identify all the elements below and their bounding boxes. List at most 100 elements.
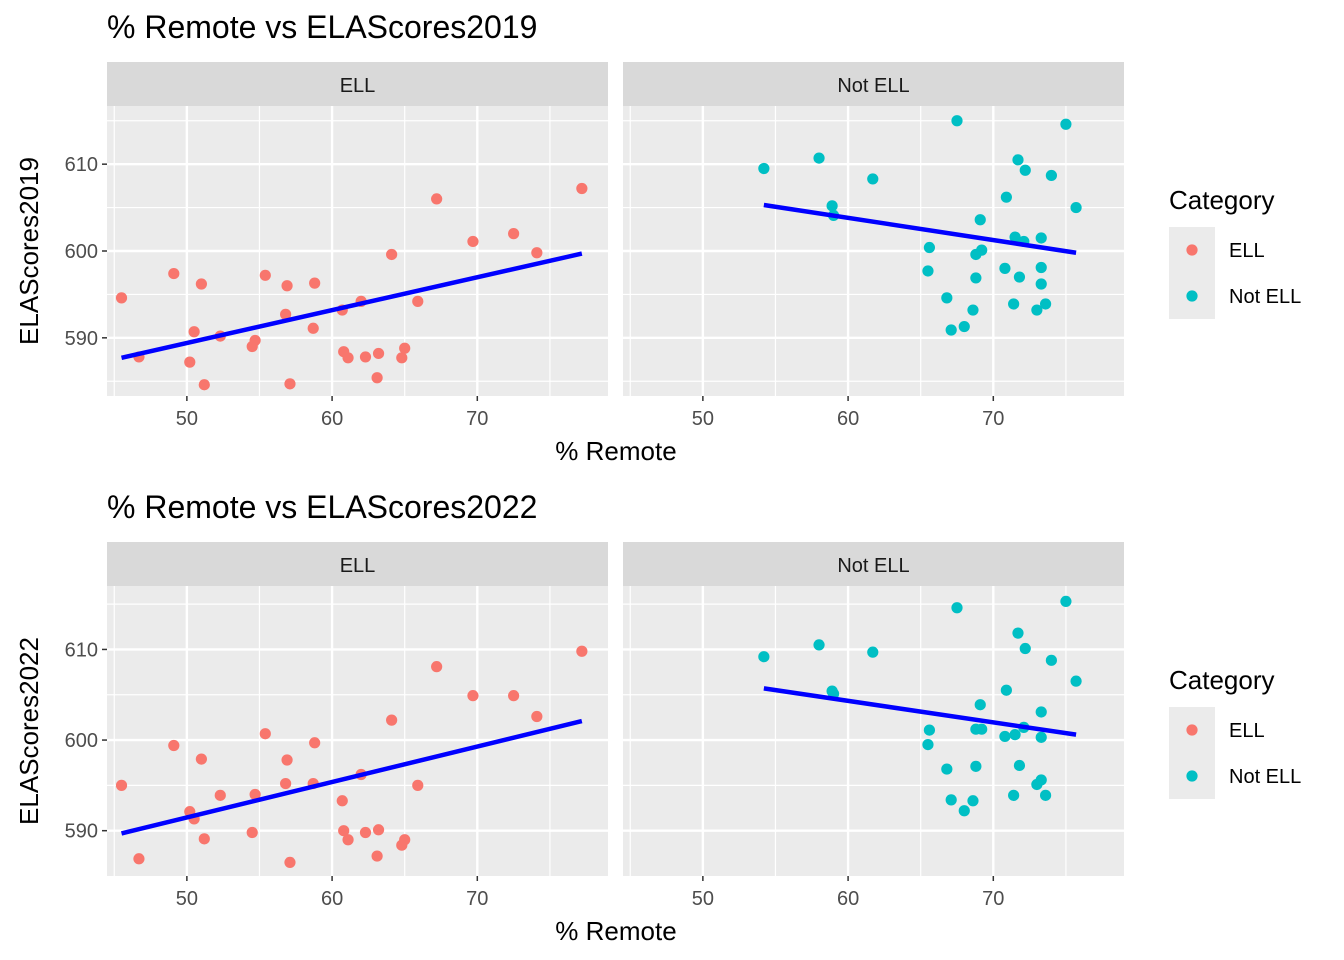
data-point [1035, 731, 1047, 743]
data-point [309, 737, 321, 749]
data-point [758, 651, 770, 663]
data-point [399, 834, 411, 846]
data-point [967, 795, 979, 807]
data-point [281, 754, 293, 766]
chart-1: % Remote vs ELAScores2019 ELAScores2019 % … [14, 9, 1124, 466]
data-point [826, 200, 838, 212]
data-point [958, 320, 970, 333]
legend-key-swatch [1186, 724, 1198, 736]
data-point [999, 262, 1011, 274]
data-point [1031, 304, 1043, 316]
data-point [284, 378, 296, 390]
facet-strip-label: Not ELL [837, 75, 909, 97]
data-point [1035, 278, 1047, 290]
x-axis-label: % Remote [555, 436, 676, 466]
data-point [1039, 298, 1052, 310]
data-point [133, 853, 145, 865]
legend-key-swatch [1186, 770, 1198, 782]
x-tick-label: 50 [176, 888, 198, 910]
data-point [198, 379, 210, 391]
data-point [412, 295, 424, 307]
x-tick-label: 60 [321, 888, 343, 910]
data-point [342, 352, 354, 364]
data-point [1013, 271, 1026, 283]
regression-line [763, 686, 1077, 737]
data-point [1000, 191, 1012, 203]
data-point [259, 728, 271, 740]
data-point [386, 248, 398, 261]
data-point [922, 265, 934, 277]
data-point [1035, 706, 1047, 718]
data-point [813, 152, 825, 164]
data-point [1060, 595, 1072, 608]
data-point [970, 272, 982, 284]
data-point [168, 739, 180, 752]
chart-2: % Remote vs ELAScores2022 ELAScores2022 % … [14, 489, 1124, 946]
data-point [338, 825, 350, 837]
data-point [941, 292, 953, 304]
data-point [951, 602, 963, 614]
y-tick-label: 610 [65, 639, 98, 661]
data-point [342, 834, 354, 846]
data-point [359, 351, 372, 363]
data-point [336, 795, 348, 807]
data-point [976, 244, 988, 256]
data-point [508, 228, 520, 240]
data-point [867, 646, 879, 658]
x-tick-label: 60 [837, 888, 859, 910]
data-point [1008, 298, 1020, 310]
x-tick-label: 50 [692, 408, 714, 430]
data-point [999, 730, 1011, 743]
data-point [371, 372, 383, 384]
x-tick-label: 50 [176, 408, 198, 430]
data-point [941, 763, 953, 775]
chart-title: % Remote vs ELAScores2022 [107, 489, 537, 525]
regression-line [121, 251, 583, 360]
data-point [198, 833, 210, 845]
y-axis-label: ELAScores2019 [14, 157, 44, 345]
facet-strip [623, 542, 1124, 586]
data-point [1035, 774, 1047, 786]
data-point [951, 115, 963, 127]
data-point [1012, 154, 1024, 166]
data-point [371, 850, 383, 862]
data-point [359, 826, 372, 839]
data-point [467, 235, 479, 248]
data-point [1009, 231, 1021, 243]
data-point [1070, 201, 1082, 214]
y-tick-label: 610 [65, 154, 98, 176]
x-tick-label: 70 [466, 888, 488, 910]
x-tick-label: 60 [837, 408, 859, 430]
data-point [399, 342, 411, 354]
data-point [958, 805, 970, 817]
legend-item-label: Not ELL [1229, 766, 1301, 788]
data-point [1035, 232, 1047, 244]
data-point [1045, 654, 1057, 666]
data-point [246, 826, 258, 839]
x-axis-label: % Remote [555, 916, 676, 946]
data-point [970, 760, 982, 772]
data-point [115, 779, 128, 791]
data-point [184, 356, 196, 368]
data-point [1070, 675, 1082, 687]
legend-item-label: ELL [1229, 240, 1265, 262]
facet-strip [107, 542, 608, 586]
data-point [1012, 627, 1024, 639]
data-point [576, 182, 588, 195]
data-point [976, 723, 988, 735]
panel-background [107, 586, 608, 876]
regression-line [120, 718, 583, 836]
data-point [1060, 118, 1072, 130]
x-tick-label: 60 [321, 408, 343, 430]
legend-item-label: ELL [1229, 720, 1265, 742]
data-point [922, 738, 934, 751]
data-point [412, 779, 424, 791]
x-tick-label: 70 [982, 888, 1004, 910]
facet-panel-not-ell: Not ELL 50 60 70 [623, 62, 1124, 430]
data-point [945, 794, 957, 806]
data-point [576, 645, 588, 657]
data-point [281, 280, 293, 292]
legend-2: Category ELL Not ELL [1169, 665, 1301, 799]
legend-item-label: Not ELL [1229, 286, 1301, 308]
